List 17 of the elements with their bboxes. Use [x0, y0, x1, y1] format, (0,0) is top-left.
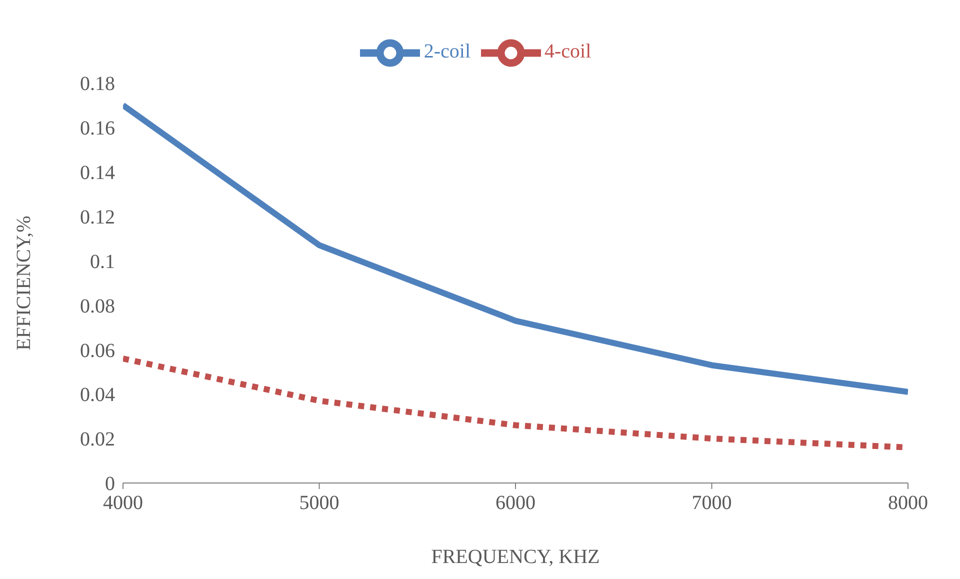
- y-tick-label: 0.06: [80, 340, 115, 362]
- y-tick-label: 0.02: [80, 428, 115, 451]
- y-tick-label: 0.14: [80, 162, 115, 184]
- y-axis-title: EFFICIENCY,%: [13, 216, 36, 350]
- y-tick-label: 0.16: [80, 118, 115, 140]
- y-tick-label: 0.04: [80, 384, 115, 406]
- y-tick-label: 0.1: [90, 250, 115, 273]
- x-tick-label: 8000: [888, 492, 928, 514]
- x-tick-label: 6000: [496, 492, 536, 514]
- x-tick-label: 7000: [692, 492, 732, 514]
- y-tick-label: 0.18: [80, 73, 115, 96]
- legend-label: 2-coil: [424, 40, 470, 63]
- x-axis-title: FREQUENCY, KHZ: [431, 546, 600, 568]
- x-tick-label: 5000: [299, 492, 340, 514]
- y-tick-label: 0.08: [80, 295, 115, 318]
- legend-label: 4-coil: [544, 40, 592, 63]
- y-tick-label: 0.12: [80, 206, 115, 228]
